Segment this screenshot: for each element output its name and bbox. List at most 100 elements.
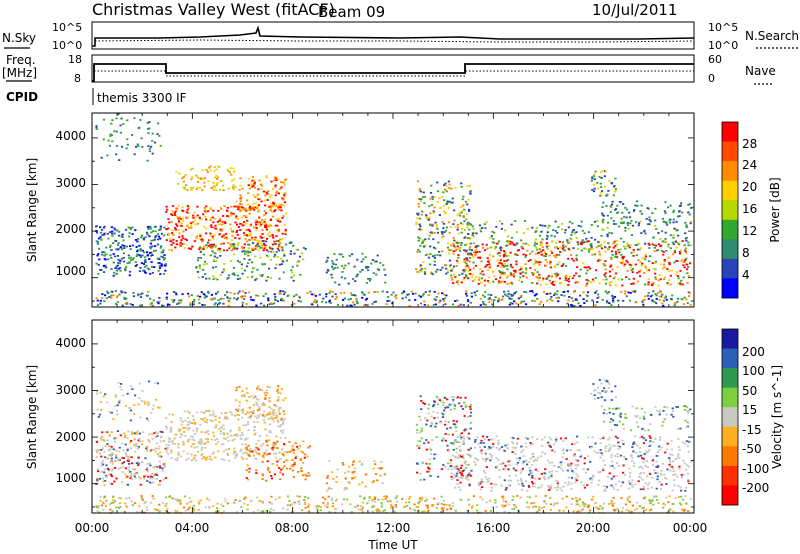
radar-echo (438, 197, 441, 200)
radar-echo (503, 254, 506, 256)
radar-echo (158, 510, 161, 513)
radar-echo (163, 464, 166, 467)
radar-echo (149, 247, 152, 250)
radar-echo (679, 282, 682, 285)
radar-echo (281, 217, 284, 219)
radar-echo (128, 441, 131, 444)
radar-echo (612, 300, 615, 303)
radar-echo (96, 392, 99, 395)
radar-echo (499, 246, 502, 249)
radar-echo (227, 216, 231, 219)
radar-echo (427, 412, 430, 415)
radar-echo (662, 304, 665, 307)
radar-echo (568, 448, 571, 451)
radar-echo (131, 244, 134, 247)
radar-echo (555, 297, 558, 299)
radar-echo (276, 219, 279, 222)
radar-echo (537, 486, 540, 489)
radar-echo (281, 249, 284, 252)
radar-echo (222, 428, 225, 430)
radar-echo (615, 240, 619, 242)
radar-echo (110, 122, 113, 125)
radar-echo (452, 443, 455, 446)
radar-echo (631, 224, 634, 227)
radar-echo (122, 457, 125, 459)
radar-echo (175, 207, 178, 210)
radar-echo (548, 475, 551, 477)
radar-echo (595, 269, 598, 272)
radar-echo (137, 439, 140, 442)
radar-echo (520, 469, 523, 472)
radar-echo (282, 299, 285, 302)
radar-echo (138, 254, 141, 256)
radar-echo (567, 226, 570, 229)
radar-echo (143, 400, 146, 403)
radar-echo (141, 497, 144, 499)
radar-echo (203, 181, 206, 184)
radar-echo (525, 303, 528, 306)
radar-echo (276, 229, 279, 232)
radar-echo (618, 201, 621, 203)
radar-echo (464, 265, 467, 268)
radar-echo (562, 449, 565, 452)
radar-echo (246, 250, 249, 253)
radar-echo (255, 219, 258, 222)
radar-echo (446, 271, 449, 274)
radar-echo (432, 246, 436, 249)
radar-echo (657, 243, 660, 246)
radar-echo (123, 291, 126, 293)
radar-echo (538, 506, 541, 508)
radar-echo (284, 451, 287, 453)
radar-echo (611, 504, 614, 507)
radar-echo (469, 422, 472, 424)
radar-echo (139, 249, 142, 252)
radar-echo (550, 274, 553, 277)
radar-echo (361, 463, 364, 465)
radar-echo (200, 411, 203, 413)
radar-echo (501, 222, 504, 225)
radar-echo (128, 257, 131, 260)
radar-echo (631, 290, 634, 293)
radar-echo (187, 211, 190, 214)
radar-echo (246, 262, 250, 265)
radar-echo (585, 266, 588, 269)
radar-echo (684, 259, 687, 262)
radar-echo (381, 498, 384, 501)
radar-echo (114, 290, 117, 292)
radar-echo (115, 117, 118, 120)
radar-echo (259, 242, 262, 245)
radar-echo (254, 202, 257, 205)
radar-echo (629, 222, 632, 225)
radar-echo (374, 473, 378, 475)
radar-echo (500, 266, 503, 269)
freq-right-tick-bottom: 0 (708, 72, 715, 85)
radar-echo (442, 503, 445, 506)
radar-echo (103, 300, 106, 303)
radar-echo (648, 509, 651, 512)
radar-echo (118, 293, 121, 296)
radar-echo (230, 167, 233, 169)
radar-echo (360, 260, 363, 263)
radar-echo (454, 486, 457, 489)
radar-echo (661, 250, 664, 252)
radar-echo (418, 294, 421, 297)
radar-echo (365, 297, 369, 300)
radar-echo (436, 412, 439, 414)
radar-echo (388, 299, 391, 302)
radar-echo (157, 122, 160, 125)
radar-echo (474, 254, 477, 257)
radar-echo (118, 497, 121, 499)
radar-echo (594, 238, 597, 241)
radar-echo (483, 446, 486, 448)
radar-echo (664, 201, 667, 203)
radar-echo (256, 414, 259, 417)
radar-echo (209, 235, 212, 237)
radar-echo (585, 294, 588, 297)
radar-echo (150, 302, 153, 304)
radar-echo (139, 483, 142, 486)
radar-echo (96, 479, 99, 481)
radar-echo (641, 300, 644, 303)
radar-echo (106, 439, 109, 442)
radar-echo (547, 459, 550, 462)
radar-echo (284, 212, 288, 215)
